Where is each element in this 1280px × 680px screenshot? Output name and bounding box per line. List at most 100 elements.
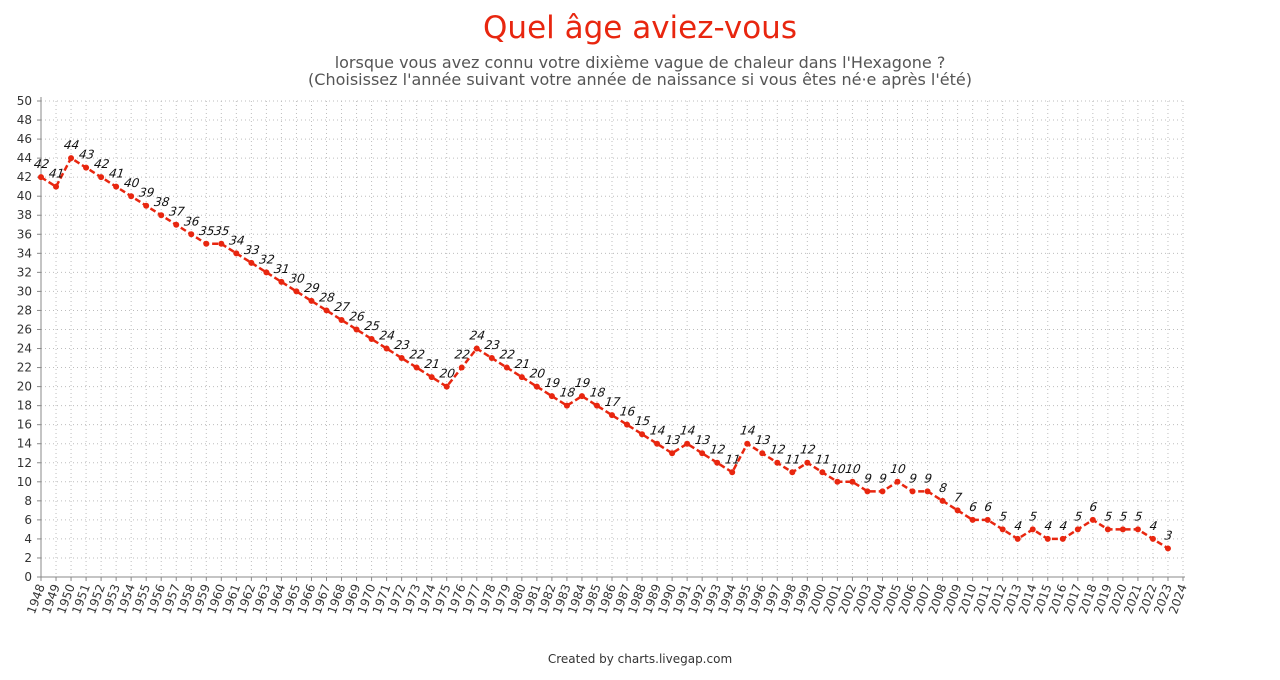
data-point: [924, 488, 931, 495]
data-point: [353, 326, 360, 333]
data-point: [729, 469, 736, 476]
data-label: 14: [679, 424, 696, 438]
data-point: [518, 374, 525, 381]
y-tick-label: 44: [17, 151, 32, 165]
y-tick-label: 8: [24, 494, 32, 508]
y-tick-label: 50: [17, 94, 32, 108]
data-point: [624, 421, 631, 428]
data-label: 19: [574, 376, 591, 390]
data-label: 43: [78, 148, 95, 162]
data-point: [1104, 526, 1111, 533]
data-label: 37: [168, 205, 186, 219]
data-point: [684, 440, 691, 447]
y-tick-label: 46: [17, 132, 32, 146]
chart-axes: [37, 97, 1185, 578]
data-label: 29: [303, 281, 320, 295]
data-label: 36: [183, 214, 201, 228]
data-point: [278, 278, 285, 285]
data-labels: 4241444342414039383736353534333231302928…: [33, 138, 1173, 542]
data-label: 14: [649, 424, 666, 438]
data-point: [458, 364, 465, 371]
data-point: [368, 336, 375, 342]
data-point: [473, 345, 480, 352]
data-point: [323, 307, 330, 314]
data-label: 10: [844, 462, 862, 476]
data-label: 3: [1164, 528, 1174, 542]
data-point: [834, 478, 841, 485]
data-label: 26: [348, 310, 366, 324]
data-point: [248, 259, 255, 266]
data-label: 32: [258, 252, 275, 266]
data-label: 25: [364, 319, 381, 333]
data-label: 11: [814, 452, 831, 466]
data-label: 5: [1029, 509, 1039, 523]
data-label: 16: [619, 405, 637, 419]
y-tick-label: 4: [24, 532, 32, 546]
y-tick-label: 12: [17, 456, 32, 470]
data-point: [1119, 526, 1126, 533]
data-point: [218, 240, 225, 247]
data-point: [1059, 535, 1066, 542]
data-point: [999, 526, 1006, 533]
data-label: 5: [1134, 509, 1144, 523]
data-point: [143, 202, 150, 209]
data-point: [413, 364, 420, 371]
data-point: [939, 497, 946, 504]
data-point: [233, 250, 240, 257]
series-path: [40, 156, 1169, 550]
data-label: 22: [454, 348, 471, 362]
data-point: [398, 355, 405, 362]
y-tick-label: 28: [17, 303, 32, 317]
data-label: 40: [123, 176, 141, 190]
data-label: 42: [33, 157, 50, 171]
data-point: [789, 469, 796, 476]
data-point: [984, 516, 991, 523]
data-label: 5: [1104, 509, 1114, 523]
data-point: [774, 459, 781, 466]
data-point: [609, 412, 615, 419]
chart-credit: Created by charts.livegap.com: [547, 652, 733, 666]
data-label: 23: [394, 338, 411, 352]
data-label: 24: [379, 329, 396, 343]
y-tick-label: 2: [24, 551, 32, 565]
data-label: 42: [93, 157, 110, 171]
data-label: 34: [228, 233, 245, 247]
data-label: 15: [634, 414, 651, 428]
data-label: 19: [544, 376, 561, 390]
data-point: [563, 402, 570, 409]
data-point: [849, 478, 856, 485]
data-point: [759, 450, 766, 457]
data-label: 13: [754, 433, 771, 447]
data-point: [548, 393, 555, 400]
data-label: 6: [983, 500, 993, 514]
data-label: 27: [333, 300, 351, 314]
grid-lines: [41, 100, 1184, 577]
series-line: [40, 156, 1169, 550]
y-tick-label: 24: [17, 342, 32, 356]
data-point: [293, 288, 300, 295]
data-point: [1029, 526, 1036, 533]
data-label: 9: [923, 471, 933, 485]
data-point: [1014, 535, 1021, 542]
data-label: 20: [439, 367, 457, 381]
data-point: [819, 469, 826, 476]
data-point: [488, 355, 495, 362]
data-point: [1089, 516, 1096, 523]
data-point: [593, 402, 600, 409]
y-tick-label: 16: [17, 418, 32, 432]
y-tick-label: 10: [17, 475, 32, 489]
data-point: [38, 174, 44, 181]
y-tick-label: 40: [17, 189, 32, 203]
data-point: [128, 193, 135, 200]
data-label: 18: [559, 386, 577, 400]
data-label: 10: [829, 462, 847, 476]
data-label: 14: [739, 424, 756, 438]
data-label: 5: [1119, 509, 1129, 523]
data-point: [894, 478, 901, 485]
y-tick-label: 38: [17, 208, 32, 222]
y-tick-label: 36: [17, 227, 32, 241]
data-label: 8: [938, 481, 948, 495]
y-tick-label: 32: [17, 265, 32, 279]
data-point: [744, 440, 751, 447]
data-label: 44: [63, 138, 80, 152]
